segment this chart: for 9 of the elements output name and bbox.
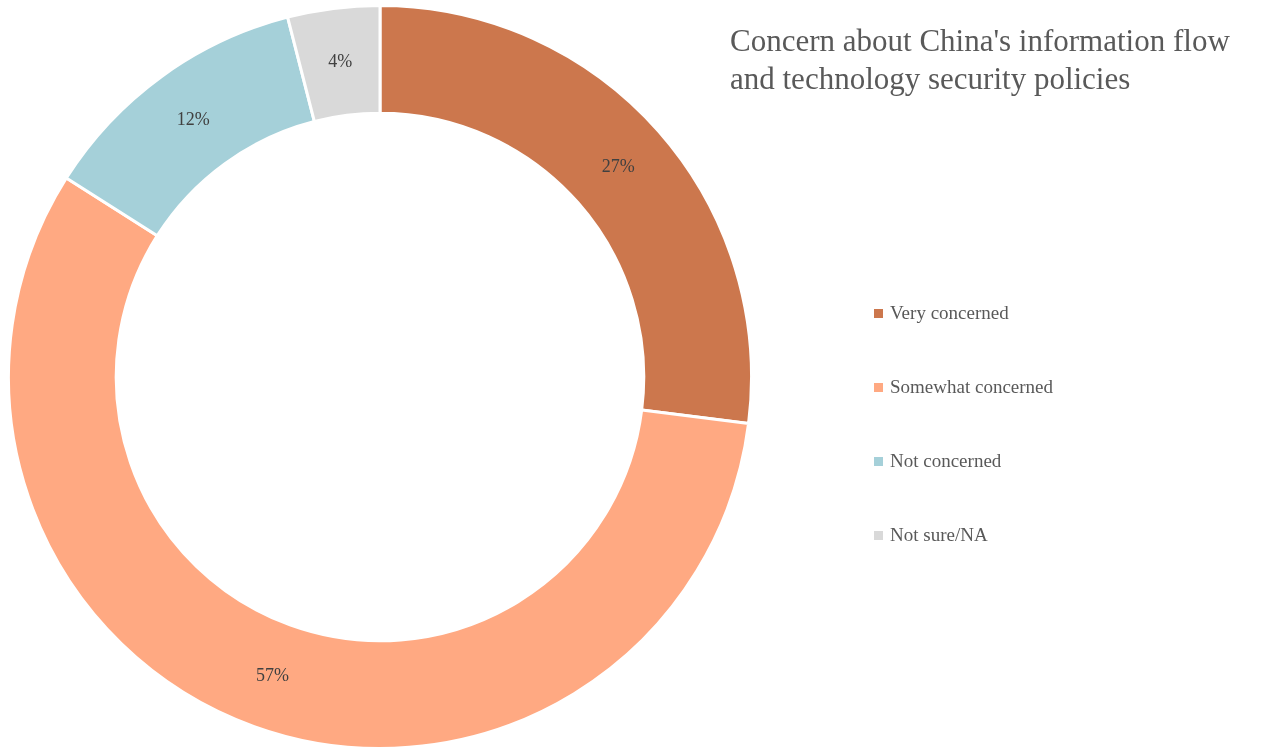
data-label: 57% — [255, 664, 289, 685]
legend-label: Somewhat concerned — [890, 376, 1054, 398]
legend-label: Very concerned — [890, 302, 1009, 324]
legend-label: Not concerned — [890, 450, 1002, 472]
data-label: 12% — [176, 108, 210, 129]
legend-label: Not sure/NA — [890, 524, 988, 546]
data-label: 27% — [601, 155, 635, 176]
data-label: 4% — [328, 50, 353, 71]
text: Concern about China's information flow and technology security policies — [730, 22, 1231, 98]
